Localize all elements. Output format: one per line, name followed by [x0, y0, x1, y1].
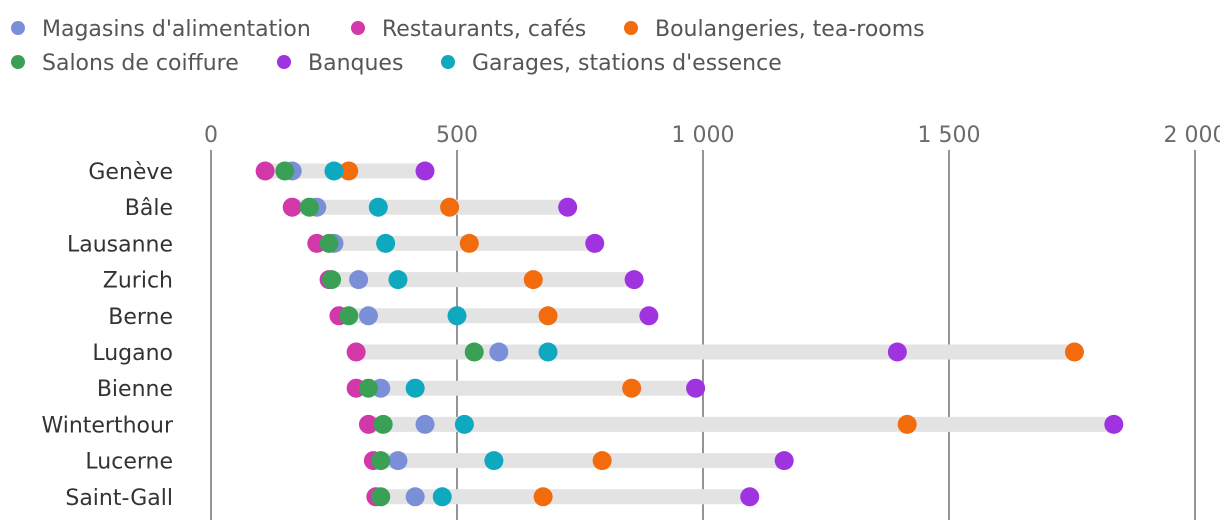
dot-garages-stations-d-essence[interactable]	[484, 451, 504, 471]
dot-garages-stations-d-essence[interactable]	[447, 306, 467, 326]
dot-salons-de-coiffure[interactable]	[299, 197, 319, 217]
dot-restaurants-cafes[interactable]	[255, 161, 275, 181]
dot-salons-de-coiffure[interactable]	[322, 270, 342, 290]
legend-label: Boulangeries, tea-rooms	[655, 17, 925, 42]
category-label: Genève	[88, 160, 173, 185]
dot-boulangeries-tea-rooms[interactable]	[622, 378, 642, 398]
dot-banques[interactable]	[639, 306, 659, 326]
dot-banques[interactable]	[740, 487, 760, 507]
row-zurich: Zurich	[103, 269, 644, 294]
legend-label: Salons de coiffure	[42, 51, 239, 76]
dot-banques[interactable]	[624, 270, 644, 290]
legend-swatch	[11, 21, 25, 35]
dot-magasins-d-alimentation[interactable]	[349, 270, 369, 290]
dot-boulangeries-tea-rooms[interactable]	[440, 197, 460, 217]
row-lausanne: Lausanne	[67, 232, 605, 257]
category-label: Zurich	[103, 269, 173, 294]
row-lucerne: Lucerne	[85, 450, 794, 475]
legend-swatch	[624, 21, 638, 35]
dot-boulangeries-tea-rooms[interactable]	[1064, 342, 1084, 362]
dot-restaurants-cafes[interactable]	[346, 342, 366, 362]
row-bale: Bâle	[125, 196, 578, 221]
dot-garages-stations-d-essence[interactable]	[405, 378, 425, 398]
dot-boulangeries-tea-rooms[interactable]	[897, 414, 917, 434]
x-axis: 0 500 1 000 1 500 2 000	[204, 123, 1220, 148]
legend-label: Magasins d'alimentation	[42, 17, 311, 42]
legend-swatch	[441, 55, 455, 69]
x-tick-label: 0	[204, 123, 218, 148]
legend-item-restaurants-cafes[interactable]: Restaurants, cafés	[351, 17, 586, 42]
dot-banques[interactable]	[774, 451, 794, 471]
dot-boulangeries-tea-rooms[interactable]	[523, 270, 543, 290]
category-label: Lugano	[92, 341, 173, 366]
dot-restaurants-cafes[interactable]	[358, 414, 378, 434]
dot-salons-de-coiffure[interactable]	[464, 342, 484, 362]
legend-item-boulangeries-tea-rooms[interactable]: Boulangeries, tea-rooms	[624, 17, 925, 42]
dot-garages-stations-d-essence[interactable]	[432, 487, 452, 507]
row-berne: Berne	[108, 305, 659, 330]
dot-salons-de-coiffure[interactable]	[339, 306, 359, 326]
row-geneve: Genève	[88, 160, 435, 185]
legend-swatch	[277, 55, 291, 69]
dot-garages-stations-d-essence[interactable]	[324, 161, 344, 181]
dot-magasins-d-alimentation[interactable]	[415, 414, 435, 434]
row-winterthour: Winterthour	[41, 413, 1124, 438]
dot-restaurants-cafes[interactable]	[282, 197, 302, 217]
legend-item-banques[interactable]: Banques	[277, 51, 403, 76]
dot-boulangeries-tea-rooms[interactable]	[459, 233, 479, 253]
dot-banques[interactable]	[887, 342, 907, 362]
category-label: Bâle	[125, 196, 173, 221]
dot-salons-de-coiffure[interactable]	[319, 233, 339, 253]
row-saint-gall: Saint-Gall	[65, 486, 760, 511]
category-label: Berne	[108, 305, 173, 330]
dot-magasins-d-alimentation[interactable]	[489, 342, 509, 362]
legend-label: Restaurants, cafés	[382, 17, 586, 42]
category-label: Bienne	[97, 377, 173, 402]
legend: Magasins d'alimentation Restaurants, café…	[11, 17, 925, 76]
dot-banques[interactable]	[558, 197, 578, 217]
x-tick-label: 500	[436, 123, 478, 148]
dot-banques[interactable]	[1104, 414, 1124, 434]
dot-banques[interactable]	[585, 233, 605, 253]
legend-swatch	[351, 21, 365, 35]
row-lugano: Lugano	[92, 341, 1084, 366]
dot-boulangeries-tea-rooms[interactable]	[339, 161, 359, 181]
x-tick-label: 1 500	[918, 123, 981, 148]
legend-label: Banques	[308, 51, 403, 76]
chart-rows: Genève Bâle Lausanne Zurich Berne Lugano Bienn…	[41, 160, 1124, 511]
legend-item-garages-stations-d-essence[interactable]: Garages, stations d'essence	[441, 51, 782, 76]
dot-garages-stations-d-essence[interactable]	[454, 414, 474, 434]
category-label: Lausanne	[67, 232, 173, 257]
dot-magasins-d-alimentation[interactable]	[388, 451, 408, 471]
dot-salons-de-coiffure[interactable]	[371, 451, 391, 471]
dot-banques[interactable]	[415, 161, 435, 181]
legend-label: Garages, stations d'essence	[472, 51, 782, 76]
category-label: Winterthour	[41, 413, 174, 438]
category-label: Saint-Gall	[65, 486, 173, 511]
category-label: Lucerne	[85, 450, 173, 475]
legend-item-salons-de-coiffure[interactable]: Salons de coiffure	[11, 51, 239, 76]
dot-magasins-d-alimentation[interactable]	[358, 306, 378, 326]
dot-boulangeries-tea-rooms[interactable]	[533, 487, 553, 507]
dot-garages-stations-d-essence[interactable]	[376, 233, 396, 253]
dot-boulangeries-tea-rooms[interactable]	[592, 451, 612, 471]
dot-garages-stations-d-essence[interactable]	[538, 342, 558, 362]
dot-garages-stations-d-essence[interactable]	[368, 197, 388, 217]
dot-boulangeries-tea-rooms[interactable]	[538, 306, 558, 326]
dot-salons-de-coiffure[interactable]	[371, 487, 391, 507]
row-bienne: Bienne	[97, 377, 706, 402]
dot-salons-de-coiffure[interactable]	[275, 161, 295, 181]
dot-garages-stations-d-essence[interactable]	[388, 270, 408, 290]
dot-magasins-d-alimentation[interactable]	[405, 487, 425, 507]
dot-salons-de-coiffure[interactable]	[358, 378, 378, 398]
legend-item-magasins-d-alimentation[interactable]: Magasins d'alimentation	[11, 17, 311, 42]
legend-swatch	[11, 55, 25, 69]
dot-banques[interactable]	[686, 378, 706, 398]
x-tick-label: 1 000	[672, 123, 735, 148]
dot-salons-de-coiffure[interactable]	[373, 414, 393, 434]
x-tick-label: 2 000	[1164, 123, 1220, 148]
